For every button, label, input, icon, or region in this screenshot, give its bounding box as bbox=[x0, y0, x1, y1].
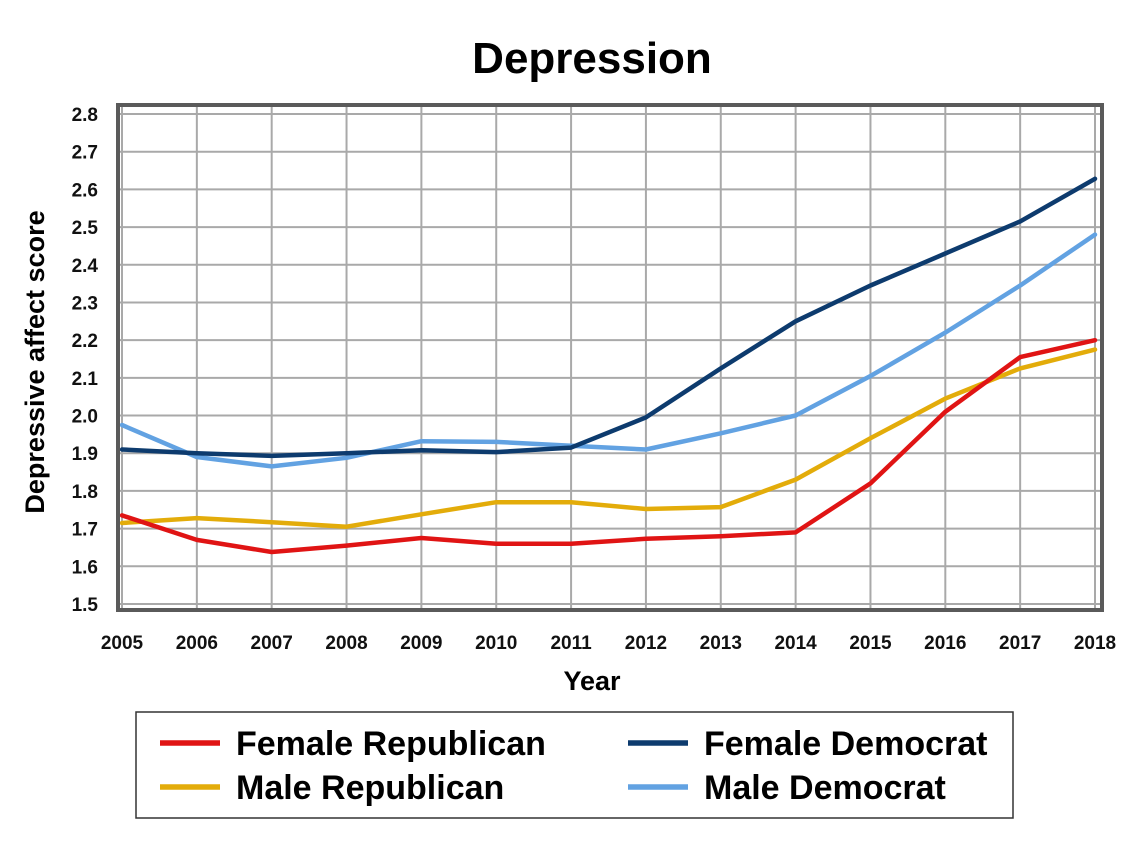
x-tick-label: 2013 bbox=[700, 633, 742, 654]
x-tick-labels: 2005 2006 2007 2008 2009 2010 2011 2012 2013 2014… bbox=[101, 633, 1116, 654]
x-tick-label: 2018 bbox=[1074, 633, 1116, 654]
grid-layer bbox=[118, 105, 1102, 610]
y-tick-label: 1.6 bbox=[72, 557, 98, 578]
chart-title: Depression bbox=[472, 34, 712, 83]
y-tick-label: 1.9 bbox=[72, 444, 98, 465]
x-tick-label: 2005 bbox=[101, 633, 144, 654]
y-tick-label: 1.8 bbox=[72, 482, 98, 503]
series-line-male-democrat bbox=[119, 232, 1098, 469]
x-tick-label: 2009 bbox=[400, 633, 442, 654]
y-axis-label: Depressive affect score bbox=[20, 210, 50, 513]
x-tick-label: 2006 bbox=[176, 633, 218, 654]
plot-frame bbox=[116, 103, 1104, 612]
y-tick-label: 2.1 bbox=[72, 369, 99, 390]
legend-items: Female Republican Female Democrat Male Rep… bbox=[160, 725, 987, 807]
y-tick-label: 2.0 bbox=[72, 407, 98, 428]
legend-label: Female Democrat bbox=[704, 725, 987, 763]
legend-label: Male Republican bbox=[236, 769, 504, 807]
y-tick-label: 2.8 bbox=[72, 105, 98, 126]
y-tick-label: 1.5 bbox=[72, 595, 99, 616]
y-tick-label: 2.5 bbox=[72, 218, 99, 239]
legend-label: Female Republican bbox=[236, 725, 546, 763]
series-line-female-democrat bbox=[119, 176, 1098, 459]
x-tick-label: 2008 bbox=[325, 633, 367, 654]
x-tick-label: 2007 bbox=[251, 633, 293, 654]
series-layer bbox=[119, 176, 1098, 555]
y-tick-labels: 1.5 1.6 1.7 1.8 1.9 2.0 2.1 2.2 2.3 2.4 2.5 2.6 2.7 2… bbox=[72, 105, 99, 616]
x-tick-label: 2010 bbox=[475, 633, 517, 654]
x-tick-label: 2014 bbox=[774, 633, 817, 654]
x-tick-label: 2015 bbox=[849, 633, 892, 654]
legend-label: Male Democrat bbox=[704, 769, 946, 807]
series-line-male-republican bbox=[119, 347, 1098, 529]
y-tick-label: 1.7 bbox=[72, 520, 98, 541]
x-tick-label: 2012 bbox=[625, 633, 667, 654]
y-tick-label: 2.6 bbox=[72, 180, 98, 201]
legend: Female Republican Female Democrat Male Rep… bbox=[135, 711, 1014, 819]
y-tick-label: 2.2 bbox=[72, 331, 98, 352]
x-tick-label: 2011 bbox=[550, 633, 592, 654]
x-tick-label: 2017 bbox=[999, 633, 1041, 654]
legend-box bbox=[135, 711, 1014, 819]
x-axis-label: Year bbox=[563, 666, 621, 696]
y-tick-label: 2.4 bbox=[72, 256, 99, 277]
y-tick-label: 2.3 bbox=[72, 293, 98, 314]
series-line-female-republican bbox=[119, 337, 1098, 555]
y-tick-label: 2.7 bbox=[72, 143, 98, 164]
x-tick-label: 2016 bbox=[924, 633, 966, 654]
